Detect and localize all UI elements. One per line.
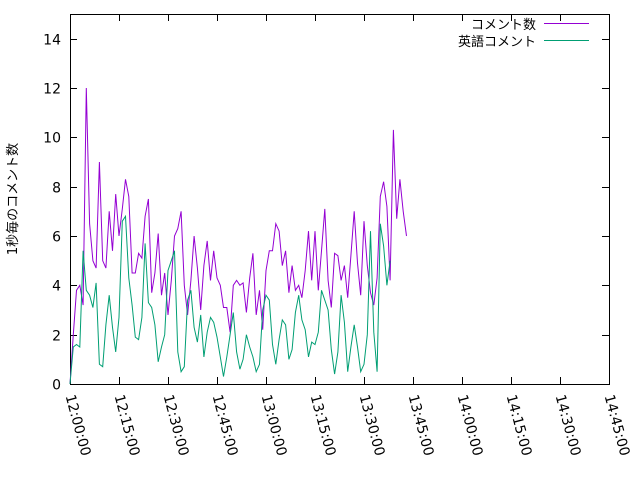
x-tick-label: 12:00:00 [62,393,94,458]
series-lines [69,87,407,385]
y-tick-label: 14 [43,33,61,49]
y-tick-label: 6 [52,230,61,246]
x-tick-label: 14:15:00 [503,393,535,458]
series-line-english-comments [69,214,391,385]
legend-label: コメント数 [471,18,536,33]
y-tick-label: 12 [43,82,61,98]
x-tick-label: 13:00:00 [258,393,290,458]
x-tick-label: 14:30:00 [552,393,584,458]
x-tick-label: 13:45:00 [405,393,437,458]
y-axis-title: 1秒毎のコメント数 [5,143,21,255]
y-tick-label: 2 [52,329,61,345]
x-axis: 12:00:00 12:15:00 12:30:00 12:45:00 13:00:00… [62,14,633,458]
x-tick-label: 14:00:00 [454,393,486,458]
y-tick-label: 4 [52,279,61,295]
y-tick-label: 10 [43,131,61,147]
plot-frame [70,14,610,385]
legend-label: 英語コメント [458,34,536,50]
x-tick-label: 12:45:00 [209,393,241,458]
x-tick-label: 12:30:00 [160,393,192,458]
x-tick-label: 13:15:00 [307,393,339,458]
x-tick-label: 14:45:00 [601,393,633,458]
x-tick-label: 12:15:00 [111,393,143,458]
y-axis: 0 2 4 6 8 10 12 14 [43,33,609,394]
series-line-comments [69,87,407,385]
y-tick-label: 0 [52,378,61,394]
x-tick-label: 13:30:00 [356,393,388,458]
y-tick-label: 8 [52,181,61,197]
